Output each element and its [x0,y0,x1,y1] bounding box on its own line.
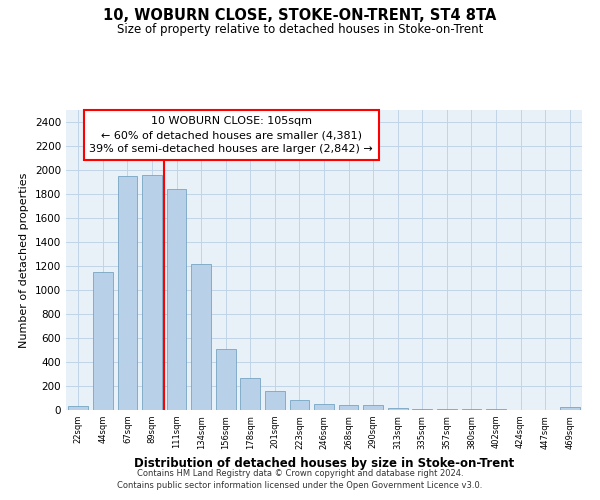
Text: Contains HM Land Registry data © Crown copyright and database right 2024.
Contai: Contains HM Land Registry data © Crown c… [118,468,482,490]
Bar [560,408,580,410]
Bar [437,409,457,410]
Bar [191,264,211,410]
Bar [93,272,113,410]
Bar [364,405,383,410]
Y-axis label: Number of detached properties: Number of detached properties [19,172,29,348]
Text: 10 WOBURN CLOSE: 105sqm
← 60% of detached houses are smaller (4,381)
39% of semi: 10 WOBURN CLOSE: 105sqm ← 60% of detache… [89,116,373,154]
Bar [241,378,260,410]
Bar [216,349,236,410]
Bar [265,392,284,410]
Bar [142,175,162,410]
Bar [118,176,137,410]
Bar [68,406,88,410]
Bar [290,400,309,410]
Bar [167,189,187,410]
Bar [388,408,407,410]
Bar [339,404,358,410]
Text: 10, WOBURN CLOSE, STOKE-ON-TRENT, ST4 8TA: 10, WOBURN CLOSE, STOKE-ON-TRENT, ST4 8T… [103,8,497,22]
Text: Size of property relative to detached houses in Stoke-on-Trent: Size of property relative to detached ho… [117,22,483,36]
Bar [412,409,432,410]
Bar [314,404,334,410]
Text: Distribution of detached houses by size in Stoke-on-Trent: Distribution of detached houses by size … [134,458,514,470]
